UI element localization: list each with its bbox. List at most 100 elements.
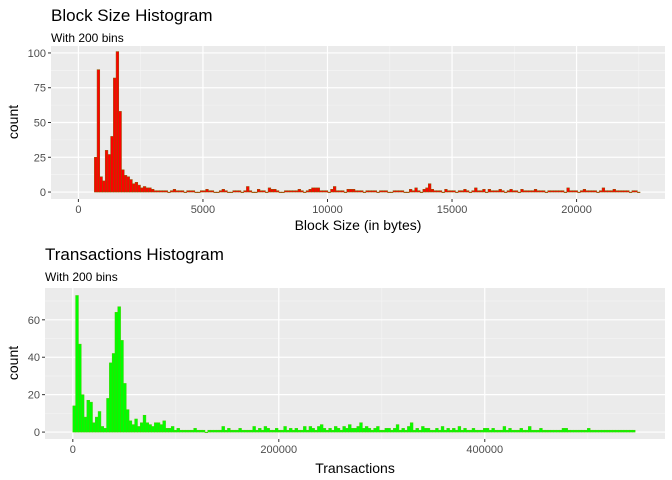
- histogram-bar: [140, 422, 144, 433]
- histogram-bar: [438, 190, 443, 193]
- histogram-bar: [409, 189, 413, 193]
- histogram-bar: [471, 190, 475, 193]
- histogram-bar: [400, 190, 405, 193]
- histogram-bar: [317, 426, 321, 433]
- histogram-bar: [229, 191, 234, 193]
- histogram-bar: [218, 429, 223, 433]
- histogram-bar: [547, 190, 551, 193]
- histogram-bar: [134, 418, 138, 433]
- histogram-bar: [533, 429, 537, 433]
- histogram-bar: [612, 429, 616, 433]
- histogram-bar: [542, 429, 546, 433]
- y-tick-label: 20: [28, 390, 40, 402]
- histogram-bar: [577, 191, 581, 193]
- histogram-bar: [567, 429, 571, 433]
- histogram-bar: [120, 340, 124, 433]
- histogram-bar: [615, 429, 619, 433]
- histogram-bar: [241, 429, 245, 433]
- histogram-bar: [609, 429, 613, 433]
- x-axis-title: Transactions: [315, 460, 395, 476]
- histogram-bar: [552, 190, 557, 193]
- histogram-bar: [244, 429, 248, 433]
- histogram-bar: [539, 428, 543, 433]
- histogram-bar: [446, 428, 450, 433]
- histogram-bar: [502, 426, 507, 433]
- histogram-bar: [452, 190, 456, 193]
- histogram-bar: [179, 429, 183, 433]
- histogram-bar: [227, 191, 231, 193]
- histogram-bar: [558, 429, 563, 433]
- histogram-bar: [426, 428, 431, 433]
- histogram-bar: [249, 429, 254, 433]
- histogram-bar: [487, 189, 491, 193]
- histogram-bar: [196, 429, 200, 433]
- histogram-bar: [328, 428, 332, 433]
- histogram-bar: [126, 176, 130, 193]
- histogram-bar: [555, 190, 559, 193]
- histogram-bar: [113, 77, 117, 193]
- histogram-bar: [118, 111, 122, 193]
- histogram-bar: [232, 190, 236, 193]
- histogram-bar: [414, 187, 418, 193]
- histogram-bar: [419, 191, 424, 193]
- histogram-bar: [379, 190, 383, 193]
- histogram-bar: [432, 429, 436, 433]
- histogram-bar: [300, 429, 304, 433]
- histogram-bar: [483, 428, 487, 433]
- histogram-bar: [620, 190, 625, 193]
- histogram-bar: [395, 190, 399, 193]
- histogram-bar: [208, 190, 212, 193]
- histogram-bar: [269, 429, 273, 433]
- y-tick-label: 100: [28, 48, 46, 60]
- histogram-bar: [255, 429, 259, 433]
- histogram-bar: [381, 190, 386, 193]
- histogram-bar: [349, 189, 353, 193]
- histogram-bar: [92, 422, 96, 433]
- y-tick-label: 75: [34, 83, 46, 95]
- histogram-bar: [523, 190, 527, 193]
- histogram-bar: [612, 189, 616, 193]
- chart-title: Block Size Histogram: [51, 6, 213, 25]
- histogram-bar: [334, 426, 338, 433]
- histogram-bar: [637, 191, 641, 193]
- histogram-bar: [550, 429, 554, 433]
- histogram-bar: [525, 190, 529, 193]
- histogram-bar: [440, 426, 445, 433]
- histogram-bar: [604, 190, 608, 193]
- histogram-bar: [246, 429, 251, 433]
- histogram-bar: [167, 191, 171, 193]
- histogram-bar: [566, 187, 570, 193]
- y-tick-label: 50: [34, 118, 46, 130]
- histogram-bar: [598, 429, 602, 433]
- histogram-bar: [215, 429, 220, 433]
- histogram-bar: [237, 190, 242, 193]
- histogram-bar: [373, 190, 377, 193]
- histogram-bar: [322, 190, 326, 193]
- histogram-bar: [115, 51, 120, 193]
- histogram-bar: [429, 429, 433, 433]
- histogram-bar: [536, 429, 540, 433]
- x-tick-label: 0: [70, 444, 76, 456]
- histogram-bar: [460, 190, 464, 193]
- histogram-bar: [491, 428, 495, 433]
- histogram-bar: [623, 429, 627, 433]
- histogram-bar: [161, 190, 166, 193]
- histogram-bar: [151, 426, 155, 433]
- histogram-bar: [199, 429, 203, 433]
- histogram-bar: [266, 428, 270, 433]
- histogram-bar: [570, 429, 574, 433]
- histogram-bar: [488, 429, 492, 433]
- histogram-bar: [547, 429, 552, 433]
- histogram-bar: [354, 190, 358, 193]
- histogram-bar: [618, 190, 622, 193]
- histogram-bar: [193, 428, 197, 433]
- histogram-bar: [494, 429, 498, 433]
- histogram-bar: [417, 190, 421, 193]
- histogram-bar: [170, 190, 174, 193]
- x-tick-label: 20000: [561, 204, 592, 216]
- histogram-bar: [121, 169, 125, 193]
- histogram-bar: [390, 191, 394, 193]
- histogram-bar: [511, 429, 515, 433]
- histogram-bar: [359, 422, 363, 433]
- histogram-bar: [575, 429, 580, 433]
